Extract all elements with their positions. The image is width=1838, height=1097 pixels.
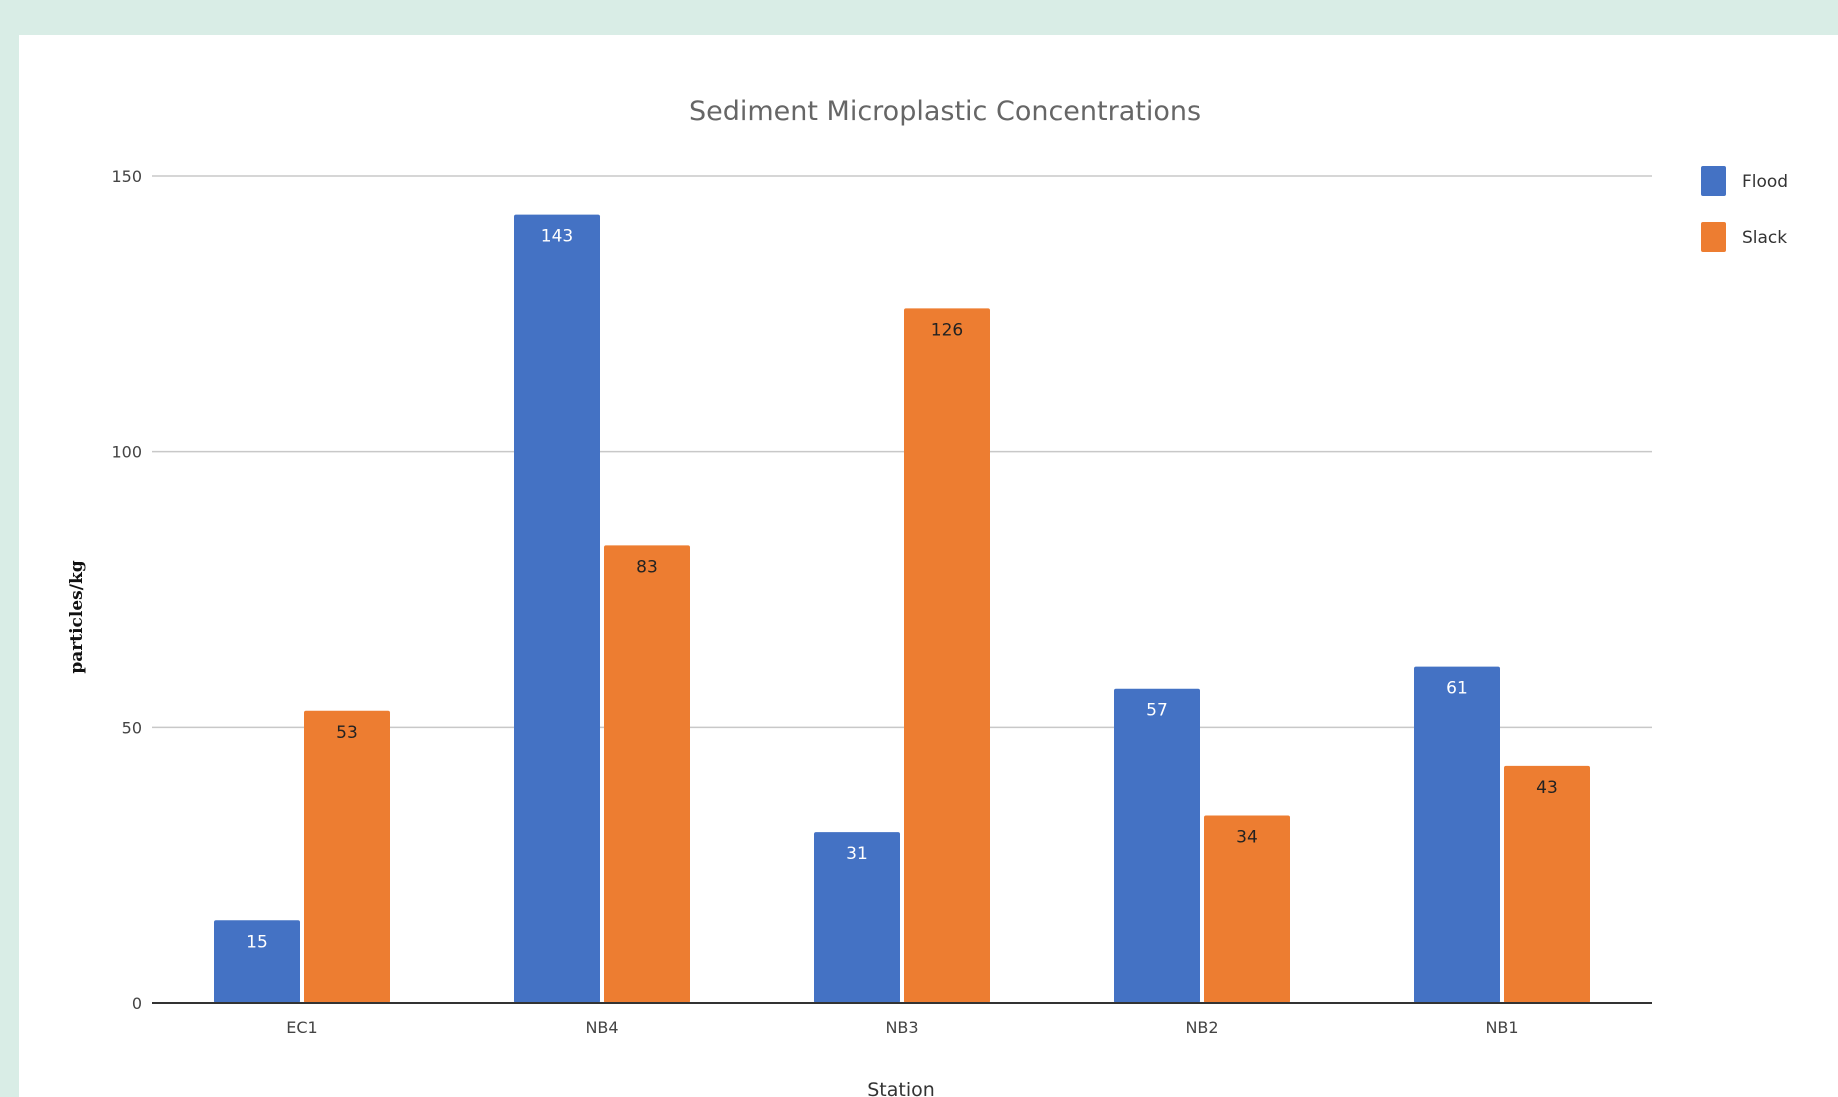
bar-slack-nb2 xyxy=(1204,815,1290,1003)
legend-label-slack: Slack xyxy=(1742,228,1787,248)
data-label: 15 xyxy=(246,932,268,952)
x-tick-label: NB4 xyxy=(585,1018,618,1037)
x-axis-ticks: EC1 NB4 NB3 NB2 NB1 xyxy=(286,1018,1518,1037)
bar-flood-ec1 xyxy=(214,920,300,1003)
data-labels: 15 53 143 83 31 126 57 34 61 43 xyxy=(246,227,1558,953)
data-label: 143 xyxy=(541,227,573,247)
data-label: 43 xyxy=(1536,778,1558,798)
data-label: 34 xyxy=(1236,828,1258,848)
bars xyxy=(214,214,1590,1004)
bar-slack-nb1 xyxy=(1504,765,1590,1003)
data-label: 126 xyxy=(931,320,963,340)
y-tick-label: 100 xyxy=(111,443,142,462)
data-label: 83 xyxy=(636,557,658,577)
y-tick-label: 150 xyxy=(111,167,142,186)
data-label: 31 xyxy=(846,844,868,864)
chart-title: Sediment Microplastic Concentrations xyxy=(689,96,1201,127)
bar-flood-nb3 xyxy=(814,832,900,1003)
bar-slack-ec1 xyxy=(304,710,390,1003)
legend: Flood Slack xyxy=(1701,166,1788,252)
legend-label-flood: Flood xyxy=(1742,172,1788,192)
x-axis-label: Station xyxy=(867,1079,935,1097)
data-label: 57 xyxy=(1146,701,1168,721)
y-axis-label: particles/kg xyxy=(67,560,87,673)
y-tick-label: 50 xyxy=(122,718,142,737)
x-tick-label: EC1 xyxy=(286,1018,317,1037)
x-tick-label: NB3 xyxy=(885,1018,918,1037)
grid-lines xyxy=(152,175,1652,729)
bar-flood-nb2 xyxy=(1114,688,1200,1003)
bar-slack-nb4 xyxy=(604,545,690,1003)
data-label: 53 xyxy=(336,723,358,743)
x-tick-label: NB1 xyxy=(1485,1018,1518,1037)
data-label: 61 xyxy=(1446,679,1468,699)
y-axis-ticks: 0 50 100 150 xyxy=(111,167,142,1013)
bar-flood-nb4 xyxy=(514,214,600,1004)
bar-slack-nb3 xyxy=(904,308,990,1003)
y-tick-label: 0 xyxy=(132,994,142,1013)
legend-swatch-flood xyxy=(1701,166,1726,196)
legend-swatch-slack xyxy=(1701,222,1726,252)
bar-flood-nb1 xyxy=(1414,666,1500,1003)
x-tick-label: NB2 xyxy=(1185,1018,1218,1037)
